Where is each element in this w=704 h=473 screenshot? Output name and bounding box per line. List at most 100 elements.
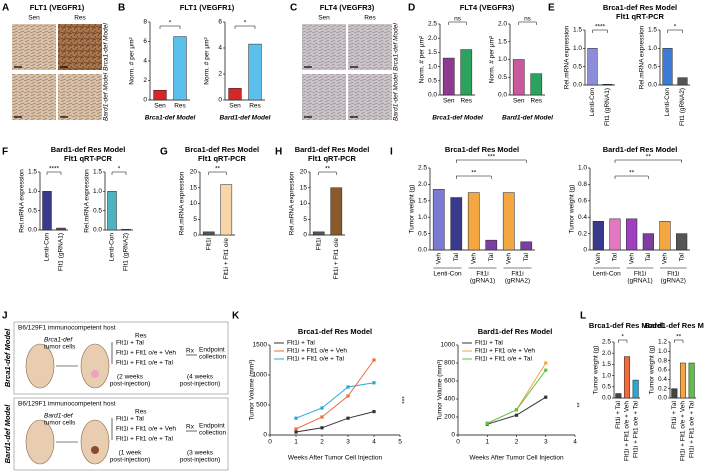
y-axis-label: Rel.mRNA expression (639, 25, 646, 89)
panel-letter: G (160, 147, 168, 158)
mouse (80, 343, 110, 389)
micrograph (302, 24, 346, 70)
micrograph-title: FLT4 (VEGFR3) (320, 3, 375, 12)
bar (248, 43, 262, 101)
bar (228, 88, 242, 101)
y-axis-label: Tumor weight (g) (649, 346, 656, 395)
column-label: Res (364, 15, 376, 22)
y-tick-label: 6 (143, 38, 147, 45)
significance-label: * (169, 20, 172, 27)
y-tick-label: 0.0 (93, 227, 102, 234)
point (320, 406, 324, 410)
x-tick-label: Veh (470, 253, 477, 265)
mouse (25, 419, 55, 465)
x-tick-label: Flt1i + Flt1 o/e (333, 238, 340, 280)
y-tick-label: 8 (143, 19, 147, 26)
y-tick-label: 0.0 (28, 227, 37, 234)
x-tick-label: Sen (154, 103, 166, 110)
y-tick-label: 0.0 (658, 395, 667, 402)
y-tick-label: 2.0 (498, 21, 507, 28)
y-axis-label: Rel.mRNA expression (179, 171, 186, 235)
x-tick-label: Flt1i (205, 238, 212, 250)
micrograph (12, 74, 56, 120)
bar (432, 189, 445, 251)
significance-bracket (46, 171, 62, 175)
y-tick-label: 0.5 (428, 78, 437, 85)
panel-header: Brca1-def Res Model (185, 145, 259, 154)
diagram-time: (1 week (119, 450, 143, 457)
series-line (295, 359, 375, 430)
x-tick-label: Flt1 (gRNA2) (679, 88, 686, 126)
micrograph (348, 24, 392, 70)
y-tick-label: 4 (143, 58, 147, 65)
point (320, 415, 324, 419)
panel-header: Flt1 qRT-PCR (64, 154, 112, 163)
x-tick-label: Flt1i (315, 238, 322, 250)
y-axis-label: Tumor weight (g) (569, 185, 576, 234)
y-tick-label: 0.4 (578, 214, 587, 221)
y-tick-label: 2.0 (602, 350, 611, 357)
y-tick-label: 4 (218, 45, 222, 52)
diagram-cells: Brca1-def (44, 337, 73, 344)
y-tick-label: 2.5 (602, 339, 611, 346)
y-axis-label: Norm. # per μm² (489, 35, 496, 83)
legend-label: Flt1i + Flt1 o/e + Tal (287, 356, 345, 363)
point (346, 416, 350, 420)
y-tick-label: 400 (444, 396, 455, 403)
y-tick-label: 2.5 (428, 21, 437, 28)
significance-bracket (111, 171, 127, 175)
diagram-host: B6/129F1 immunocompetent host (18, 325, 116, 332)
significance-label: ** (325, 166, 331, 173)
diagram-endpoint: Endpoint (199, 423, 225, 430)
y-tick-label: 1.0 (93, 188, 102, 195)
diagram-rx: Rx (186, 348, 195, 355)
point (320, 426, 324, 430)
y-tick-label: 0 (218, 97, 222, 104)
tumor (91, 446, 99, 454)
panel-header: Brca1-def Res Model (298, 327, 372, 336)
y-tick-label: 0.5 (498, 74, 507, 81)
y-tick-label: 20 (190, 169, 198, 176)
bar (202, 231, 215, 236)
x-tick-label: Res (530, 98, 542, 105)
significance-label: ** (629, 170, 635, 177)
panel-letter: K (232, 311, 240, 322)
micrograph (302, 74, 346, 120)
micrograph (58, 74, 102, 120)
y-tick-label: 1.0 (418, 214, 427, 221)
panel-letter: L (580, 311, 586, 322)
panel-header: FLT4 (VEGFR3) (460, 3, 515, 12)
panel-letter: F (2, 147, 8, 158)
y-tick-label: 0 (451, 432, 455, 439)
diagram-time: post-injection) (110, 381, 150, 388)
panel-letter: A (2, 3, 9, 14)
group-label: Flt1i (634, 271, 646, 278)
diagram-time: post-injection) (180, 381, 220, 388)
x-tick-label: Res (174, 103, 186, 110)
significance-bracket (234, 25, 256, 29)
diagram-box (13, 321, 229, 395)
y-tick-label: 0 (583, 247, 587, 254)
y-tick-label: 0.0 (602, 395, 611, 402)
series-line (295, 382, 375, 419)
x-tick-label: 3 (346, 439, 350, 446)
y-axis-label: Tumor Volume (mm³) (249, 359, 256, 420)
diagram-endpoint: collection (199, 354, 226, 361)
y-tick-label: 6 (218, 19, 222, 26)
x-tick-label: Veh (662, 253, 669, 265)
x-axis-label: Bard1-def Model (220, 115, 271, 122)
x-tick-label: Lenti-Con (589, 88, 596, 117)
y-tick-label: 1000 (253, 372, 268, 379)
diagram-time: (3 weeks (187, 450, 214, 457)
panel-header: Bard1-def Res Model (478, 327, 553, 336)
significance-label: * (674, 24, 677, 31)
y-tick-label: 0.5 (648, 63, 657, 70)
bar (42, 191, 52, 231)
micrograph (348, 74, 392, 120)
y-axis-label: Norm. # per μm² (204, 36, 211, 84)
significance-label: ** (471, 170, 477, 177)
y-tick-label: 1.5 (418, 198, 427, 205)
y-tick-label: 0.0 (418, 247, 427, 254)
column-label: Sen (318, 15, 330, 22)
x-tick-label: Lenti-Con (44, 233, 51, 262)
